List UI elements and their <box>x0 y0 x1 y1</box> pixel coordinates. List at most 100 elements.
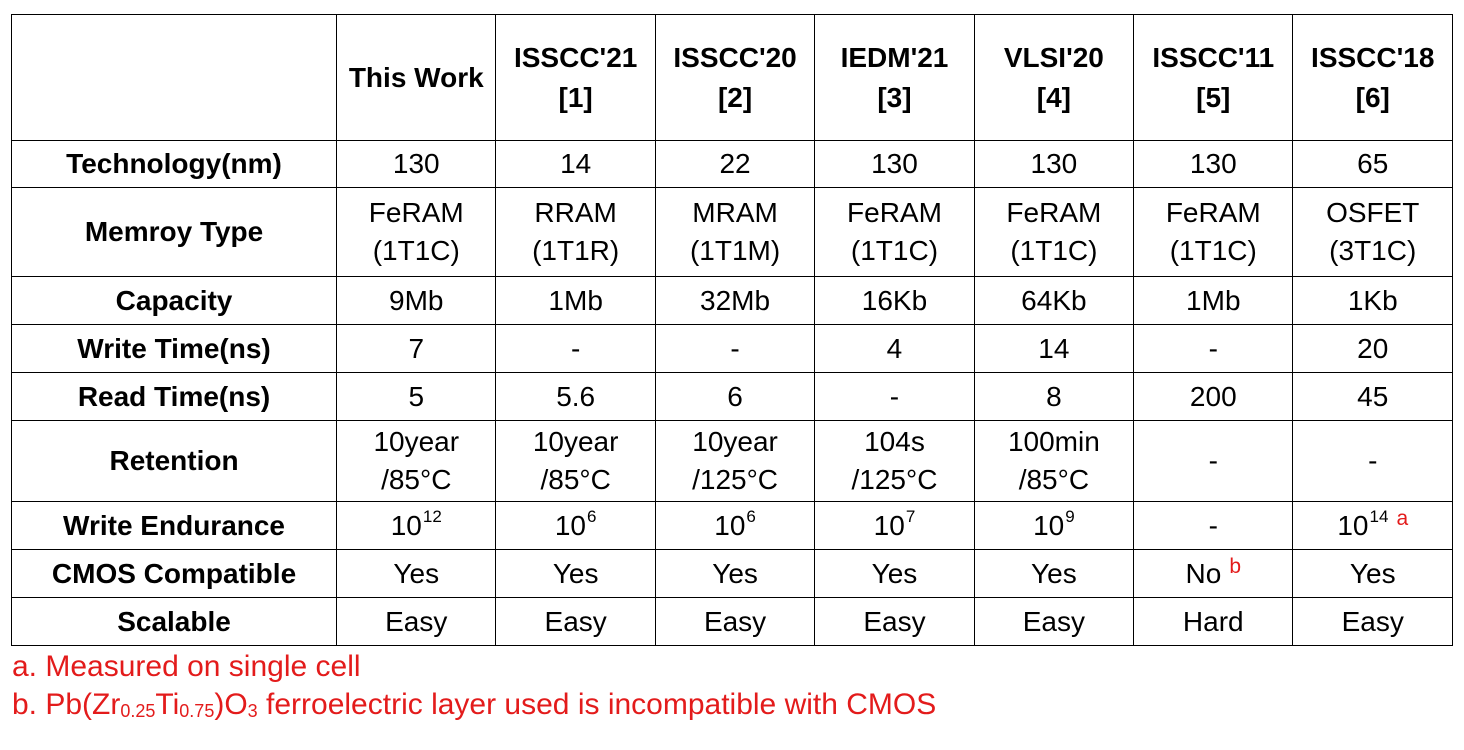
row-label-read-time: Read Time(ns) <box>10 372 338 421</box>
endurance-base: 10 <box>390 509 422 541</box>
footnote-b-ti: Ti <box>155 688 180 721</box>
cell-line2: (1T1M) <box>689 235 781 266</box>
table-cell: 130 <box>814 140 975 188</box>
table-row-capacity: Capacity 9Mb 1Mb 32Mb 16Kb 64Kb 1Mb 1Kb <box>10 276 1453 325</box>
cell-line1: 104s <box>864 426 925 457</box>
table-cell: 1014 a <box>1292 501 1453 550</box>
endurance-base: - <box>1208 509 1218 541</box>
table-cell: 32Mb <box>654 276 816 325</box>
table-cell: Yes <box>654 549 816 598</box>
table-row-retention: Retention 10year/85°C 10year/85°C 10year… <box>10 420 1453 502</box>
endurance-base: 10 <box>554 509 586 541</box>
header-isscc11: ISSCC'11 [5] <box>1133 14 1294 141</box>
table-cell: 130 <box>336 140 497 188</box>
table-cell: FeRAM (1T1C) <box>973 187 1135 277</box>
endurance-base: 10 <box>873 509 905 541</box>
endurance-exponent: 9 <box>1065 506 1075 526</box>
footnote-marker-a: a <box>1396 506 1409 530</box>
cmos-value: No <box>1185 557 1222 589</box>
header-isscc11-ref: [5] <box>1196 81 1231 113</box>
table-cell: 10year/85°C <box>495 420 656 502</box>
cell-line2: /85°C <box>381 464 452 495</box>
table-cell: 7 <box>336 324 497 373</box>
cell-line1: 100min <box>1007 426 1100 457</box>
cell-line2: (1T1C) <box>372 235 460 266</box>
header-isscc20-line1: ISSCC'20 <box>673 41 797 73</box>
cell-line1: - <box>1208 445 1218 476</box>
table-cell: - <box>495 324 656 373</box>
table-cell: 10year/85°C <box>336 420 497 502</box>
table-row-write-endurance: Write Endurance 1012 106 106 107 109 - 1… <box>10 501 1453 550</box>
table-row-write-time: Write Time(ns) 7 - - 4 14 - 20 <box>10 324 1453 373</box>
header-isscc18-ref: [6] <box>1355 81 1390 113</box>
header-isscc21-line1: ISSCC'21 <box>513 41 638 73</box>
header-vlsi20: VLSI'20 [4] <box>973 14 1135 141</box>
table-cell: MRAM (1T1M) <box>654 187 816 277</box>
table-cell: - <box>654 324 816 373</box>
header-this-work: This Work <box>336 14 497 141</box>
cell-line1: MRAM <box>692 197 778 228</box>
table-row-scalable: Scalable Easy Easy Easy Easy Easy Hard E… <box>10 597 1453 646</box>
cell-line1: - <box>1368 445 1378 476</box>
cell-line1: 10year <box>692 426 778 457</box>
table-cell: 200 <box>1133 372 1294 421</box>
cell-line1: 10year <box>373 426 460 457</box>
row-label-cmos-compatible: CMOS Compatible <box>10 549 338 598</box>
header-iedm21-ref: [3] <box>877 81 912 113</box>
endurance-base: 10 <box>1033 509 1065 541</box>
table-cell: 5 <box>336 372 497 421</box>
table-cell: 20 <box>1292 324 1453 373</box>
endurance-exponent: 14 <box>1369 506 1389 526</box>
cell-line2: (1T1C) <box>850 235 939 266</box>
table-cell: OSFET (3T1C) <box>1292 187 1453 277</box>
table-row-cmos-compatible: CMOS Compatible Yes Yes Yes Yes Yes No b … <box>10 549 1453 598</box>
table-cell: Easy <box>1292 597 1453 646</box>
table-cell: 45 <box>1292 372 1453 421</box>
table-cell: FeRAM (1T1C) <box>814 187 975 277</box>
table-cell: 100min/85°C <box>973 420 1135 502</box>
table-cell: 65 <box>1292 140 1453 188</box>
header-vlsi20-ref: [4] <box>1036 81 1071 113</box>
header-isscc18-line1: ISSCC'18 <box>1311 41 1435 73</box>
table-cell: - <box>1133 324 1294 373</box>
table-cell: No b <box>1133 549 1294 598</box>
footnote-b-sub-o: 3 <box>247 701 258 721</box>
footnote-b-o: )O <box>214 688 248 721</box>
endurance-exponent: 7 <box>905 506 916 526</box>
table-cell: 107 <box>814 501 975 550</box>
table-cell: Easy <box>654 597 816 646</box>
table-cell: - <box>1133 501 1294 550</box>
table-cell: 1Kb <box>1292 276 1453 325</box>
row-label-memory-type: Memroy Type <box>10 187 338 277</box>
table-cell: FeRAM (1T1C) <box>1133 187 1294 277</box>
table-cell: - <box>1133 420 1294 502</box>
table-cell: 6 <box>654 372 816 421</box>
cell-line2: /125°C <box>851 464 938 495</box>
table-cell: 9Mb <box>336 276 497 325</box>
header-row: This Work ISSCC'21 [1] ISSCC'20 [2] IEDM… <box>10 14 1453 141</box>
header-this-work-line1: This Work <box>348 61 484 93</box>
endurance-base: 10 <box>1337 509 1369 541</box>
footnote-b-sub-ti: 0.75 <box>179 701 215 721</box>
row-label-capacity: Capacity <box>10 276 338 325</box>
cell-line1: FeRAM <box>368 197 464 228</box>
table-cell: FeRAM (1T1C) <box>336 187 497 277</box>
table-cell: 106 <box>495 501 656 550</box>
row-label-technology: Technology(nm) <box>10 140 338 188</box>
header-isscc21: ISSCC'21 [1] <box>495 14 656 141</box>
cell-line2: (1T1R) <box>532 235 620 266</box>
cell-line2: (1T1C) <box>1010 235 1098 266</box>
table-cell: Yes <box>1292 549 1453 598</box>
endurance-exponent: 12 <box>422 506 442 526</box>
header-iedm21-line1: IEDM'21 <box>840 41 949 73</box>
footnote-b-prefix: b. Pb(Zr <box>12 688 121 721</box>
header-isscc20: ISSCC'20 [2] <box>654 14 816 141</box>
row-label-write-endurance: Write Endurance <box>10 501 338 550</box>
table-cell: 22 <box>654 140 816 188</box>
footnote-b-sub-zr: 0.25 <box>120 701 156 721</box>
header-corner-cell <box>10 14 338 141</box>
table-cell: Easy <box>336 597 497 646</box>
footnote-a: a. Measured on single cell <box>12 650 361 683</box>
header-isscc18: ISSCC'18 [6] <box>1292 14 1453 141</box>
table-row-memory-type: Memroy Type FeRAM (1T1C) RRAM (1T1R) MRAM (… <box>10 187 1453 277</box>
